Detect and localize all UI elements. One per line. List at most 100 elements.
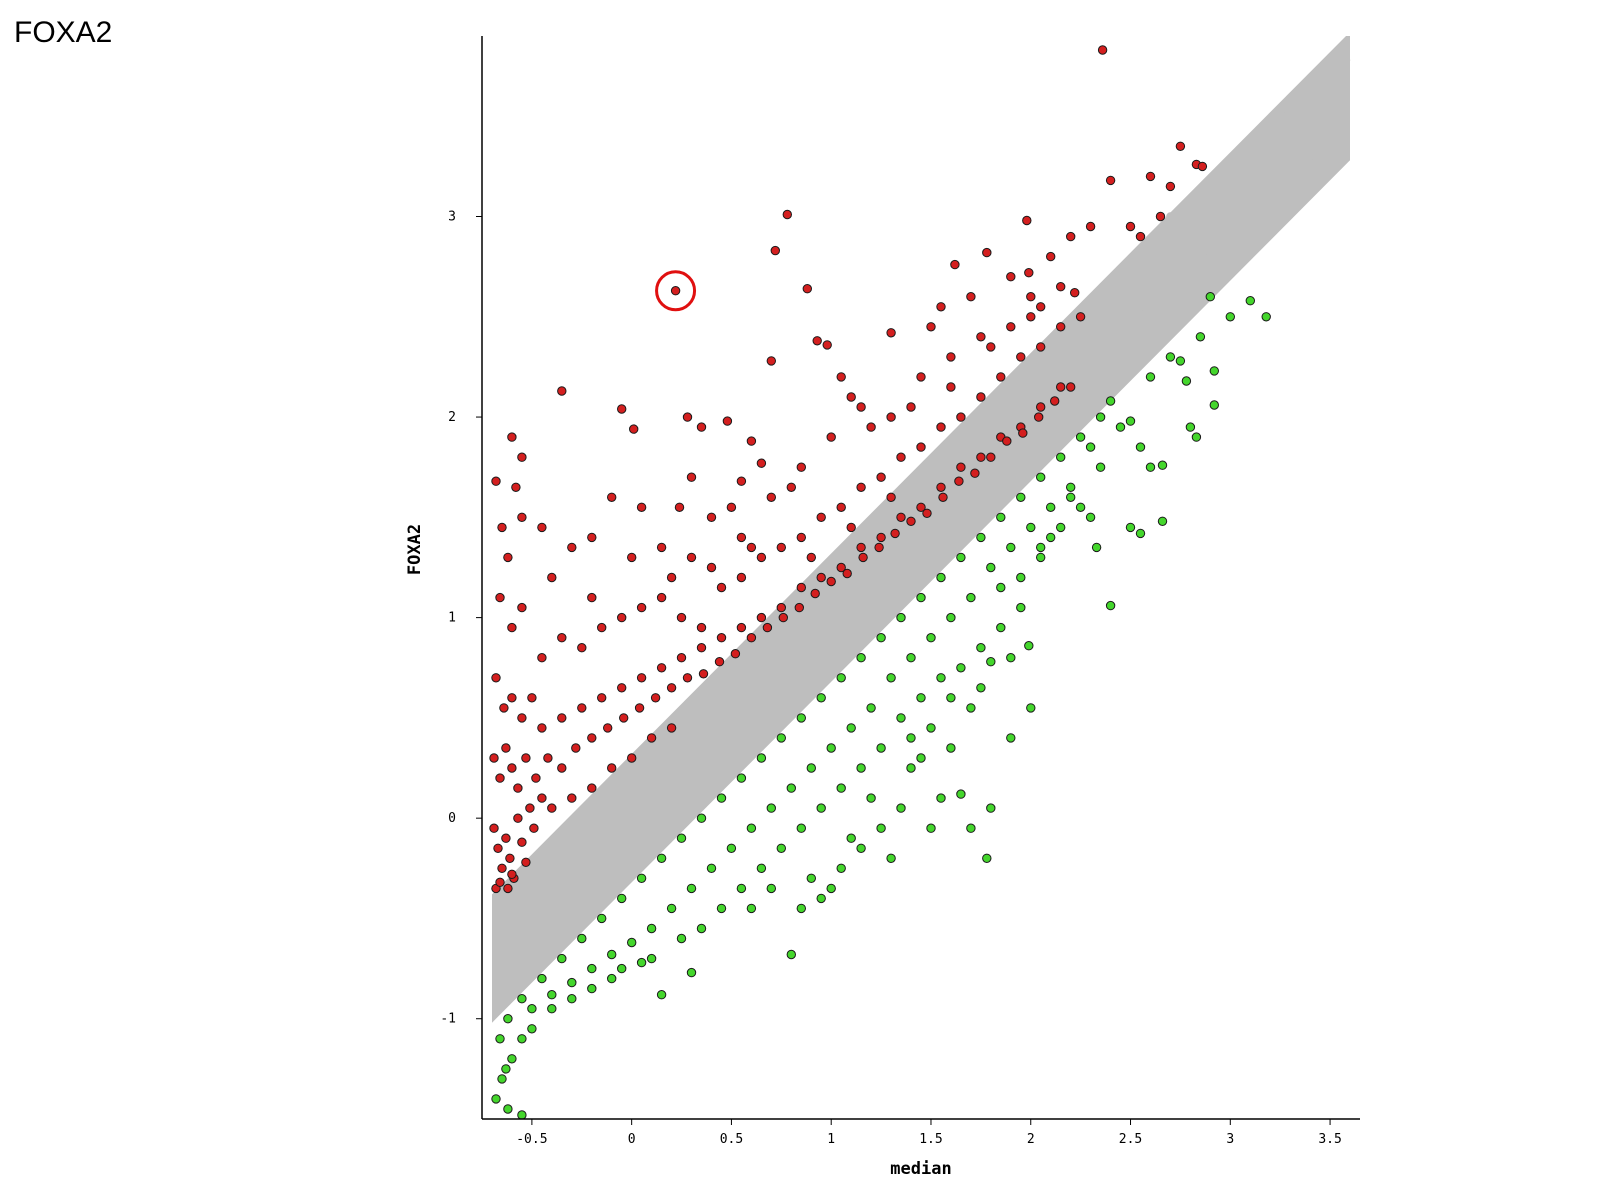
scatter-point xyxy=(1165,181,1176,192)
scatter-point xyxy=(1085,512,1096,522)
scatter-point xyxy=(856,653,866,663)
scatter-point xyxy=(856,402,866,412)
scatter-point xyxy=(976,332,986,342)
scatter-point xyxy=(736,773,747,783)
scatter-point xyxy=(495,592,505,603)
scatter-point xyxy=(836,562,846,573)
scatter-point xyxy=(1116,292,1125,301)
scatter-point xyxy=(507,869,517,879)
scatter-point xyxy=(636,673,647,683)
scatter-point xyxy=(1006,733,1016,743)
scatter-point xyxy=(1036,302,1046,312)
scatter-point xyxy=(557,633,567,643)
scatter-point xyxy=(986,342,996,352)
scatter-point xyxy=(517,994,527,1004)
scatter-point xyxy=(1256,172,1265,181)
x-tick-label: 3.5 xyxy=(1318,1132,1341,1147)
scatter-point xyxy=(938,492,948,502)
scatter-point xyxy=(557,386,567,396)
scatter-point xyxy=(722,416,733,426)
scatter-point xyxy=(517,1034,527,1044)
scatter-point xyxy=(1006,542,1016,553)
scatter-point xyxy=(617,893,627,904)
scatter-point xyxy=(796,582,806,593)
scatter-point xyxy=(976,532,986,543)
scatter-point xyxy=(866,793,876,803)
scatter-point xyxy=(826,883,836,894)
scatter-point xyxy=(1056,382,1066,392)
scatter-point xyxy=(1156,262,1165,271)
scatter-point xyxy=(646,953,657,964)
scatter-point xyxy=(1282,112,1291,121)
scatter-point xyxy=(676,933,687,944)
scatter-point xyxy=(1046,502,1056,512)
scatter-point xyxy=(736,532,747,543)
scatter-point xyxy=(770,245,780,256)
scatter-point xyxy=(567,994,577,1004)
scatter-point xyxy=(1226,222,1235,231)
scatter-point xyxy=(916,693,926,703)
scatter-point xyxy=(996,582,1006,593)
scatter-point xyxy=(1145,171,1156,182)
scatter-point xyxy=(597,693,607,703)
scatter-point xyxy=(503,1014,513,1024)
scatter-point xyxy=(926,823,936,833)
scatter-point xyxy=(736,883,747,894)
scatter-point xyxy=(756,458,767,468)
neutral-density-band xyxy=(492,36,1350,1023)
scatter-point xyxy=(1066,382,1076,392)
scatter-point xyxy=(1006,653,1016,663)
scatter-point xyxy=(956,789,966,799)
scatter-point xyxy=(816,572,826,583)
scatter-point xyxy=(1070,288,1080,298)
scatter-point xyxy=(706,512,717,522)
scatter-point xyxy=(577,703,587,713)
scatter-point xyxy=(577,643,587,653)
scatter-point xyxy=(587,783,597,793)
scatter-point xyxy=(776,542,786,553)
scatter-point xyxy=(696,422,707,432)
scatter-point xyxy=(856,542,866,553)
scatter-point xyxy=(796,823,806,833)
scatter-point xyxy=(1002,436,1012,446)
scatter-point xyxy=(1091,542,1102,553)
scatter-point xyxy=(856,482,866,492)
scatter-point xyxy=(1022,215,1032,226)
scatter-point xyxy=(1066,231,1076,242)
scatter-point xyxy=(1136,302,1145,311)
scatter-point xyxy=(1095,412,1106,422)
scatter-point xyxy=(906,763,916,773)
x-tick-label: 2 xyxy=(1027,1132,1035,1147)
scatter-point xyxy=(587,733,597,743)
scatter-point xyxy=(812,336,822,346)
scatter-point xyxy=(970,468,980,478)
scatter-point xyxy=(489,823,499,833)
scatter-point xyxy=(876,532,886,543)
scatter-point xyxy=(1206,182,1215,191)
scatter-point xyxy=(1006,272,1016,282)
scatter-point xyxy=(1026,522,1036,533)
scatter-point xyxy=(1135,528,1146,539)
scatter-point xyxy=(906,733,916,743)
x-tick-label: 1 xyxy=(827,1132,835,1147)
scatter-point xyxy=(936,793,946,803)
scatter-point xyxy=(1252,182,1261,191)
scatter-point xyxy=(946,693,956,703)
scatter-point xyxy=(1196,232,1205,241)
scatter-point xyxy=(986,803,996,813)
scatter-point xyxy=(1266,212,1275,221)
scatter-point xyxy=(499,703,509,713)
scatter-point xyxy=(1209,366,1220,376)
scatter-point xyxy=(816,512,826,522)
scatter-point xyxy=(766,803,776,813)
scatter-point xyxy=(976,392,986,402)
scatter-point xyxy=(491,673,501,683)
scatter-point xyxy=(746,903,757,914)
scatter-point xyxy=(1186,202,1195,211)
scatter-point xyxy=(730,649,741,659)
scatter-point xyxy=(682,412,693,422)
scatter-point xyxy=(1166,212,1175,221)
scatter-point xyxy=(676,612,687,623)
scatter-point xyxy=(1135,231,1146,242)
scatter-point xyxy=(527,1004,537,1014)
